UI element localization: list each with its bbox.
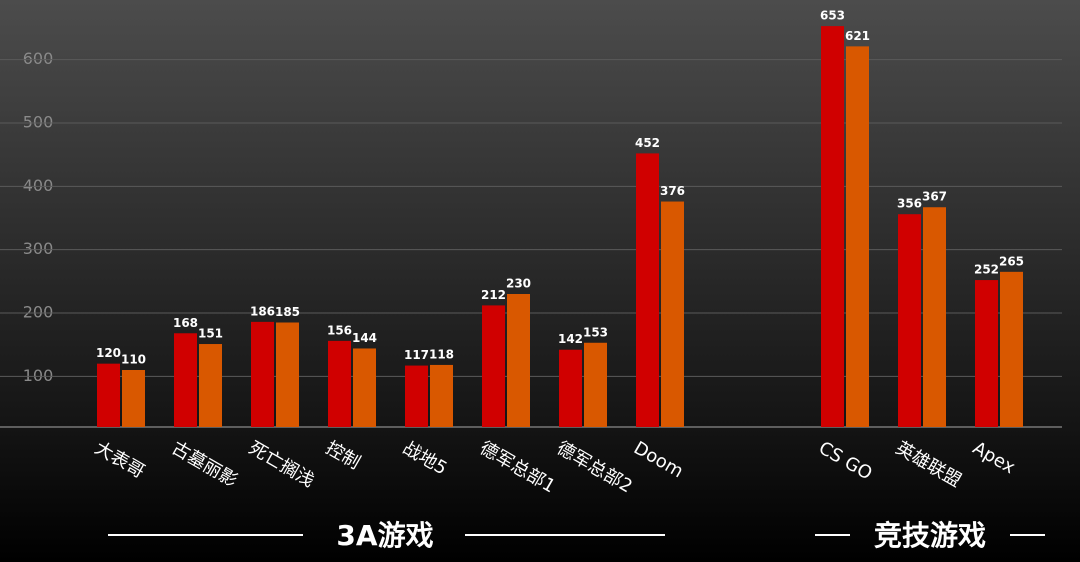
bar bbox=[251, 321, 274, 427]
value-label: 356 bbox=[897, 197, 922, 211]
value-label: 367 bbox=[922, 190, 947, 204]
bar bbox=[353, 348, 376, 427]
value-label: 252 bbox=[974, 263, 999, 277]
value-label: 110 bbox=[121, 353, 146, 367]
value-label: 230 bbox=[506, 277, 531, 291]
value-label: 144 bbox=[352, 331, 377, 345]
value-label: 153 bbox=[583, 325, 608, 339]
value-label: 376 bbox=[660, 184, 685, 198]
bar bbox=[122, 370, 145, 427]
bar bbox=[174, 333, 197, 427]
value-label: 120 bbox=[96, 346, 121, 360]
y-tick-label: 600 bbox=[23, 49, 54, 68]
bar bbox=[97, 363, 120, 427]
bar bbox=[276, 322, 299, 427]
value-label: 156 bbox=[327, 323, 352, 337]
bar bbox=[636, 153, 659, 427]
y-tick-label: 300 bbox=[23, 239, 54, 258]
bar bbox=[199, 344, 222, 427]
bar bbox=[507, 294, 530, 427]
value-label: 653 bbox=[820, 9, 845, 23]
bar bbox=[898, 214, 921, 427]
bar bbox=[821, 26, 844, 427]
value-label: 212 bbox=[481, 288, 506, 302]
bar bbox=[584, 342, 607, 427]
group-label: 竞技游戏 bbox=[874, 519, 986, 552]
y-tick-label: 100 bbox=[23, 366, 54, 385]
value-label: 265 bbox=[999, 254, 1024, 268]
bar bbox=[975, 280, 998, 427]
bar bbox=[430, 364, 453, 427]
bar bbox=[559, 349, 582, 427]
value-label: 185 bbox=[275, 305, 300, 319]
bar bbox=[405, 365, 428, 427]
bar bbox=[661, 201, 684, 427]
bar bbox=[923, 207, 946, 427]
value-label: 621 bbox=[845, 29, 870, 43]
value-label: 151 bbox=[198, 327, 223, 341]
bar bbox=[482, 305, 505, 427]
bar bbox=[328, 340, 351, 427]
y-tick-label: 200 bbox=[23, 303, 54, 322]
y-tick-label: 400 bbox=[23, 176, 54, 195]
bar bbox=[1000, 271, 1023, 427]
bar bbox=[846, 46, 869, 427]
value-label: 118 bbox=[429, 347, 454, 361]
value-label: 117 bbox=[404, 348, 429, 362]
value-label: 142 bbox=[558, 332, 583, 346]
y-tick-label: 500 bbox=[23, 113, 54, 132]
group-label: 3A游戏 bbox=[336, 519, 433, 552]
value-label: 452 bbox=[635, 136, 660, 150]
value-label: 168 bbox=[173, 316, 198, 330]
value-label: 186 bbox=[250, 304, 275, 318]
